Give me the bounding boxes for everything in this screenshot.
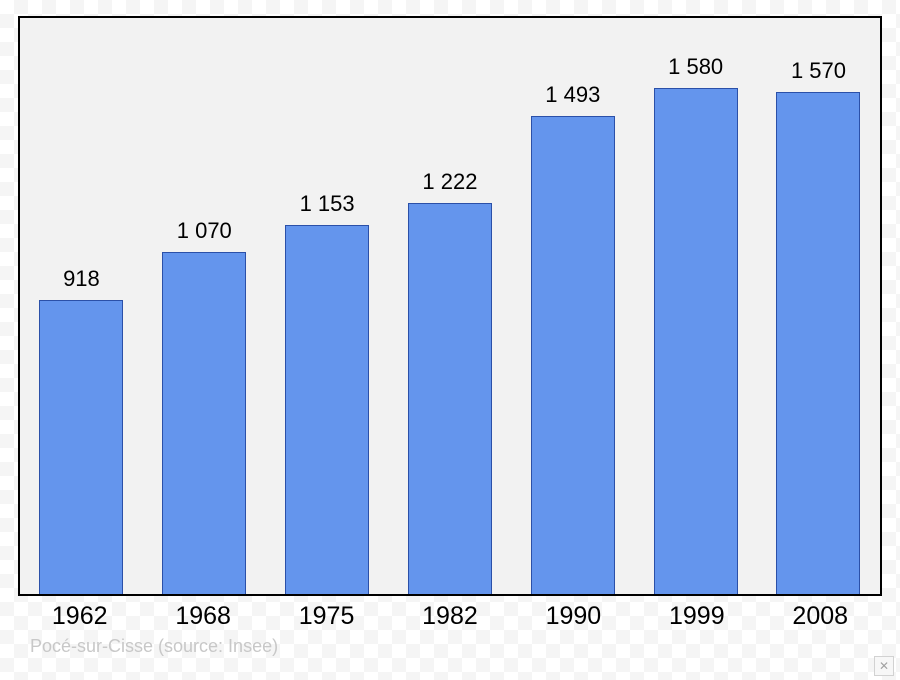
bar-value-label: 918: [21, 266, 141, 292]
bar-slot: 918: [21, 18, 141, 594]
bar: [408, 203, 492, 594]
bar-value-label: 1 570: [758, 58, 878, 84]
bar-slot: 1 070: [144, 18, 264, 594]
bar-slot: 1 570: [758, 18, 878, 594]
bar: [39, 300, 123, 594]
canvas: 9181 0701 1531 2221 4931 5801 570 196219…: [0, 0, 900, 680]
bar-value-label: 1 222: [390, 169, 510, 195]
x-axis-tick-label: 1990: [513, 602, 633, 631]
bar-value-label: 1 493: [513, 82, 633, 108]
x-axis-tick-label: 1975: [267, 602, 387, 631]
x-axis-tick-label: 1999: [637, 602, 757, 631]
bars-container: 9181 0701 1531 222 1 4931 5801 570: [20, 18, 880, 594]
bar-value-label: 1 153: [267, 191, 387, 217]
bar-slot: 1 153: [267, 18, 387, 594]
bar-slot: 1 580: [636, 18, 756, 594]
bar: [654, 88, 738, 594]
bar: [776, 92, 860, 594]
chart-plot-area: 9181 0701 1531 222 1 4931 5801 570: [18, 16, 882, 596]
bar: [285, 225, 369, 594]
bar-value-label: 1 070: [144, 218, 264, 244]
x-axis-tick-label: 1962: [20, 602, 140, 631]
bar: [162, 252, 246, 594]
source-caption: Pocé-sur-Cisse (source: Insee): [30, 636, 278, 657]
bar-slot: 1 222: [390, 18, 510, 594]
corner-watermark-icon: ✕: [874, 656, 894, 676]
x-axis-labels: 1962196819751982199019992008: [18, 602, 882, 631]
bar: [531, 116, 615, 594]
bar-value-label: 1 580: [636, 54, 756, 80]
bar-slot: 1 493: [513, 18, 633, 594]
x-axis-tick-label: 1968: [143, 602, 263, 631]
x-axis-tick-label: 1982: [390, 602, 510, 631]
x-axis-tick-label: 2008: [760, 602, 880, 631]
